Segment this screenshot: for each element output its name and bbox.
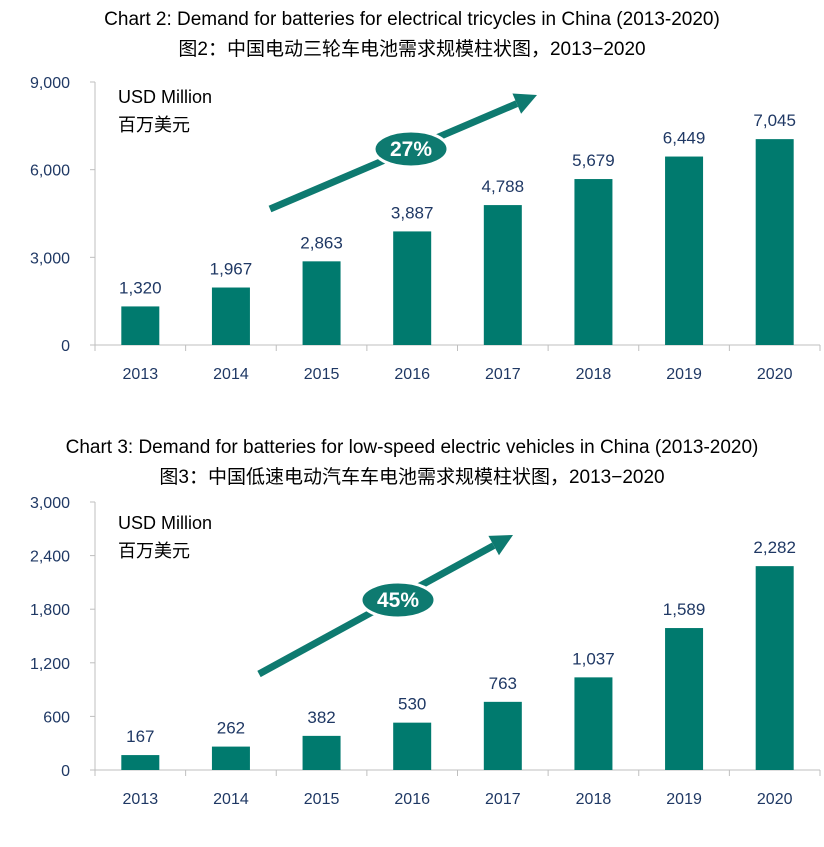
- x-tick-label: 2018: [576, 366, 612, 383]
- bar-value-label: 382: [307, 708, 335, 727]
- bar-2019: [665, 156, 704, 345]
- cagr-badge: [359, 580, 437, 620]
- bar-value-label: 1,589: [663, 600, 706, 619]
- bar-value-label: 1,320: [119, 278, 162, 297]
- bar-2015: [302, 261, 341, 345]
- bar-value-label: 4,788: [482, 177, 525, 196]
- y-tick-label: 1,200: [30, 656, 70, 673]
- unit-label-en: USD Million: [118, 87, 212, 107]
- bar-2017: [483, 701, 522, 770]
- growth-arrow-icon: [488, 535, 513, 556]
- bar-2020: [755, 139, 794, 345]
- x-tick-label: 2017: [485, 791, 521, 808]
- bar-2015: [302, 735, 341, 770]
- bar-2014: [211, 746, 250, 770]
- bar-value-label: 2,863: [300, 233, 343, 252]
- chart-title: Chart 3: Demand for batteries for low-sp…: [65, 437, 759, 458]
- y-tick-label: 6,000: [30, 163, 70, 180]
- chart-subtitle: 图2：中国电动三轮车电池需求规模柱状图，2013−2020: [178, 39, 646, 60]
- bar-value-label: 7,045: [753, 111, 796, 130]
- bar-value-label: 167: [126, 727, 154, 746]
- growth-arrow-icon: [512, 93, 537, 114]
- bar-value-label: 6,449: [663, 129, 706, 148]
- cagr-badge-label: 45%: [377, 589, 419, 612]
- x-tick-label: 2013: [123, 791, 159, 808]
- bar-2014: [211, 287, 250, 345]
- unit-label-en: USD Million: [118, 513, 212, 533]
- y-tick-label: 0: [61, 763, 70, 780]
- bar-value-label: 530: [398, 695, 426, 714]
- bar-value-label: 1,967: [210, 260, 253, 279]
- chart-title: Chart 2: Demand for batteries for electr…: [104, 9, 720, 30]
- bar-value-label: 2,282: [753, 538, 796, 557]
- bar-2017: [483, 205, 522, 345]
- bar-2019: [665, 628, 704, 770]
- x-tick-label: 2013: [123, 366, 159, 383]
- x-tick-label: 2020: [757, 366, 793, 383]
- unit-label-cn: 百万美元: [118, 541, 190, 561]
- bar-2013: [121, 755, 160, 770]
- x-tick-label: 2014: [213, 366, 249, 383]
- y-tick-label: 9,000: [30, 75, 70, 92]
- x-tick-label: 2019: [666, 366, 702, 383]
- x-tick-label: 2020: [757, 791, 793, 808]
- bar-value-label: 5,679: [572, 151, 615, 170]
- chart-3-low-speed-vehicles: Chart 3: Demand for batteries for low-sp…: [0, 428, 824, 847]
- y-tick-label: 3,000: [30, 250, 70, 267]
- bar-value-label: 1,037: [572, 649, 615, 668]
- bar-value-label: 763: [489, 674, 517, 693]
- x-tick-label: 2017: [485, 366, 521, 383]
- chart-subtitle: 图3：中国低速电动汽车车电池需求规模柱状图，2013−2020: [159, 467, 665, 488]
- bar-2016: [393, 231, 432, 345]
- cagr-badge: [372, 129, 450, 169]
- x-tick-label: 2016: [394, 791, 430, 808]
- y-tick-label: 1,800: [30, 602, 70, 619]
- bar-value-label: 262: [217, 719, 245, 738]
- bar-2018: [574, 179, 613, 345]
- x-tick-label: 2019: [666, 791, 702, 808]
- y-tick-label: 2,400: [30, 549, 70, 566]
- x-tick-label: 2016: [394, 366, 430, 383]
- x-tick-label: 2014: [213, 791, 249, 808]
- chart-2-electrical-tricycles: Chart 2: Demand for batteries for electr…: [0, 0, 824, 420]
- y-tick-label: 3,000: [30, 495, 70, 512]
- bar-2020: [755, 566, 794, 770]
- bar-chart-plot: 0 3,000 6,000 9,000 1,320 2013 1,967 2014 2,863 2…: [30, 75, 821, 383]
- x-tick-label: 2015: [304, 366, 340, 383]
- bar-chart-plot: 0 600 1,200 1,800 2,400 3,000 167 2013 262 2014 38…: [30, 495, 821, 808]
- bar-2016: [393, 722, 432, 770]
- bar-2013: [121, 306, 160, 345]
- y-tick-label: 0: [61, 338, 70, 355]
- cagr-badge-label: 27%: [390, 138, 432, 161]
- bar-value-label: 3,887: [391, 203, 434, 222]
- bar-2018: [574, 677, 613, 770]
- y-tick-label: 600: [43, 709, 70, 726]
- x-tick-label: 2015: [304, 791, 340, 808]
- x-tick-label: 2018: [576, 791, 612, 808]
- unit-label-cn: 百万美元: [118, 115, 190, 135]
